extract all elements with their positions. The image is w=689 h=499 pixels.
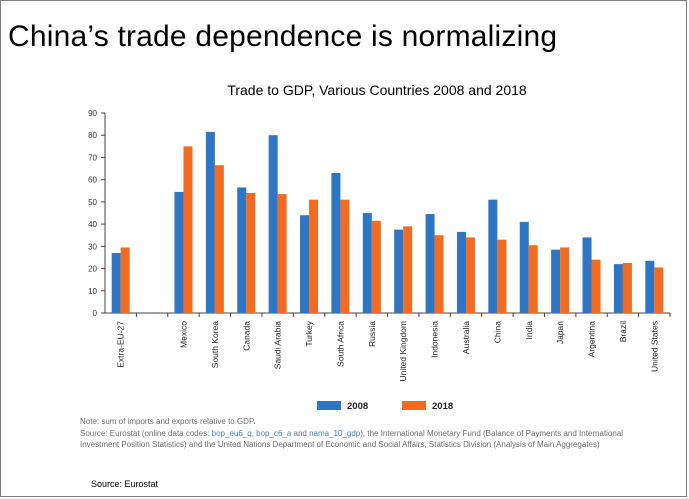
x-tick-label: Indonesia bbox=[430, 321, 440, 358]
bar-2008-indonesia bbox=[425, 214, 435, 313]
legend-label-2008: 2008 bbox=[347, 401, 368, 412]
bar-2018-canada bbox=[246, 193, 256, 313]
bar-2018-brazil bbox=[622, 263, 632, 313]
y-tick-label: 50 bbox=[88, 198, 97, 207]
bar-2008-brazil bbox=[613, 264, 623, 313]
bar-2018-russia bbox=[371, 220, 381, 313]
bar-2008-extra-eu-27 bbox=[111, 253, 121, 313]
source-prefix: Source: Eurostat (online data codes: bbox=[80, 429, 212, 438]
legend-label-2018: 2018 bbox=[432, 401, 453, 412]
bar-2018-japan bbox=[560, 247, 570, 313]
y-tick-label: 80 bbox=[88, 131, 97, 140]
x-tick-label: South Korea bbox=[210, 321, 220, 369]
chart-title: Trade to GDP, Various Countries 2008 and… bbox=[227, 82, 527, 98]
legend-swatch-2018 bbox=[402, 401, 426, 410]
bar-2018-india bbox=[528, 245, 538, 313]
y-tick-label: 10 bbox=[88, 287, 97, 296]
bar-2008-australia bbox=[456, 231, 466, 313]
note-text: Note: sum of imports and exports relativ… bbox=[80, 417, 256, 426]
bar-2018-united-states bbox=[654, 267, 664, 313]
bar-2018-saudi-arabia bbox=[277, 194, 287, 313]
x-tick-label: India bbox=[524, 321, 534, 340]
source-code-link[interactable]: bop_c6_a bbox=[256, 429, 292, 438]
bar-2018-south-korea bbox=[214, 165, 224, 313]
x-tick-label: Extra-EU-27 bbox=[116, 321, 126, 368]
x-tick-label: Saudi Arabia bbox=[273, 321, 283, 369]
source-separator: and bbox=[291, 429, 310, 438]
x-tick-label: Mexico bbox=[178, 321, 188, 348]
bar-2018-china bbox=[497, 239, 507, 313]
source-suffix: ), the International Monetary Fund (Bala… bbox=[80, 429, 624, 449]
y-tick-label: 20 bbox=[88, 265, 97, 274]
bar-2008-united-kingdom bbox=[394, 229, 404, 313]
bar-2008-india bbox=[519, 221, 529, 313]
bar-2008-south-korea bbox=[205, 131, 215, 313]
x-tick-label: Japan bbox=[555, 321, 565, 344]
x-tick-label: Turkey bbox=[304, 320, 314, 346]
bar-2008-turkey bbox=[300, 215, 310, 313]
x-tick-label: United Kingdom bbox=[398, 321, 408, 381]
bar-2018-argentina bbox=[591, 259, 601, 313]
bar-2018-south-africa bbox=[340, 199, 350, 313]
bar-2018-indonesia bbox=[434, 235, 444, 313]
legend: 2008 2018 bbox=[317, 401, 453, 412]
x-tick-label: South Africa bbox=[335, 321, 345, 367]
y-tick-label: 70 bbox=[88, 153, 97, 162]
bar-2008-saudi-arabia bbox=[268, 135, 278, 313]
x-tick-label: Argentina bbox=[587, 321, 597, 358]
legend-swatch-2008 bbox=[317, 401, 341, 410]
bar-2008-canada bbox=[237, 187, 247, 313]
y-tick-label: 0 bbox=[93, 309, 98, 318]
y-tick-label: 30 bbox=[88, 242, 97, 251]
slide-title: China’s trade dependence is normalizing bbox=[8, 20, 558, 53]
bar-2018-turkey bbox=[309, 199, 319, 313]
bar-2008-mexico bbox=[174, 191, 184, 313]
bar-2008-argentina bbox=[582, 237, 592, 313]
y-tick-label: 40 bbox=[88, 220, 97, 229]
axis-layer: 0 10 20 30 40 50 60 70 80 90 bbox=[88, 109, 671, 318]
source-code-link[interactable]: bop_eu6_q bbox=[211, 429, 252, 438]
source-separator: , bbox=[251, 429, 257, 438]
x-tick-label: Canada bbox=[241, 321, 251, 351]
x-tick-label: United States bbox=[649, 321, 659, 372]
y-tick-label: 60 bbox=[88, 176, 97, 185]
source-code-link[interactable]: nama_10_gdp bbox=[309, 429, 361, 438]
bar-2018-mexico bbox=[183, 146, 193, 313]
bars-layer bbox=[111, 131, 664, 313]
bar-2018-extra-eu-27 bbox=[120, 247, 130, 313]
bar-2018-united-kingdom bbox=[403, 226, 413, 313]
bar-2018-australia bbox=[465, 237, 475, 313]
bar-2008-south-africa bbox=[331, 173, 341, 313]
x-tick-labels: Extra-EU-27 Mexico South Korea Canada Saudi … bbox=[116, 320, 660, 381]
y-tick-label: 90 bbox=[88, 109, 97, 118]
footer-source: Source: Eurostat bbox=[91, 479, 159, 489]
x-tick-label: China bbox=[492, 321, 502, 343]
x-tick-label: Brazil bbox=[618, 321, 628, 342]
x-tick-label: Australia bbox=[461, 321, 471, 354]
bar-2008-china bbox=[488, 199, 498, 313]
x-tick-label: Russia bbox=[367, 321, 377, 347]
bar-2008-united-states bbox=[645, 260, 655, 313]
bar-2008-japan bbox=[551, 249, 561, 313]
bar-2008-russia bbox=[362, 213, 372, 313]
source-note: Source: Eurostat (online data codes: bop… bbox=[80, 428, 640, 450]
